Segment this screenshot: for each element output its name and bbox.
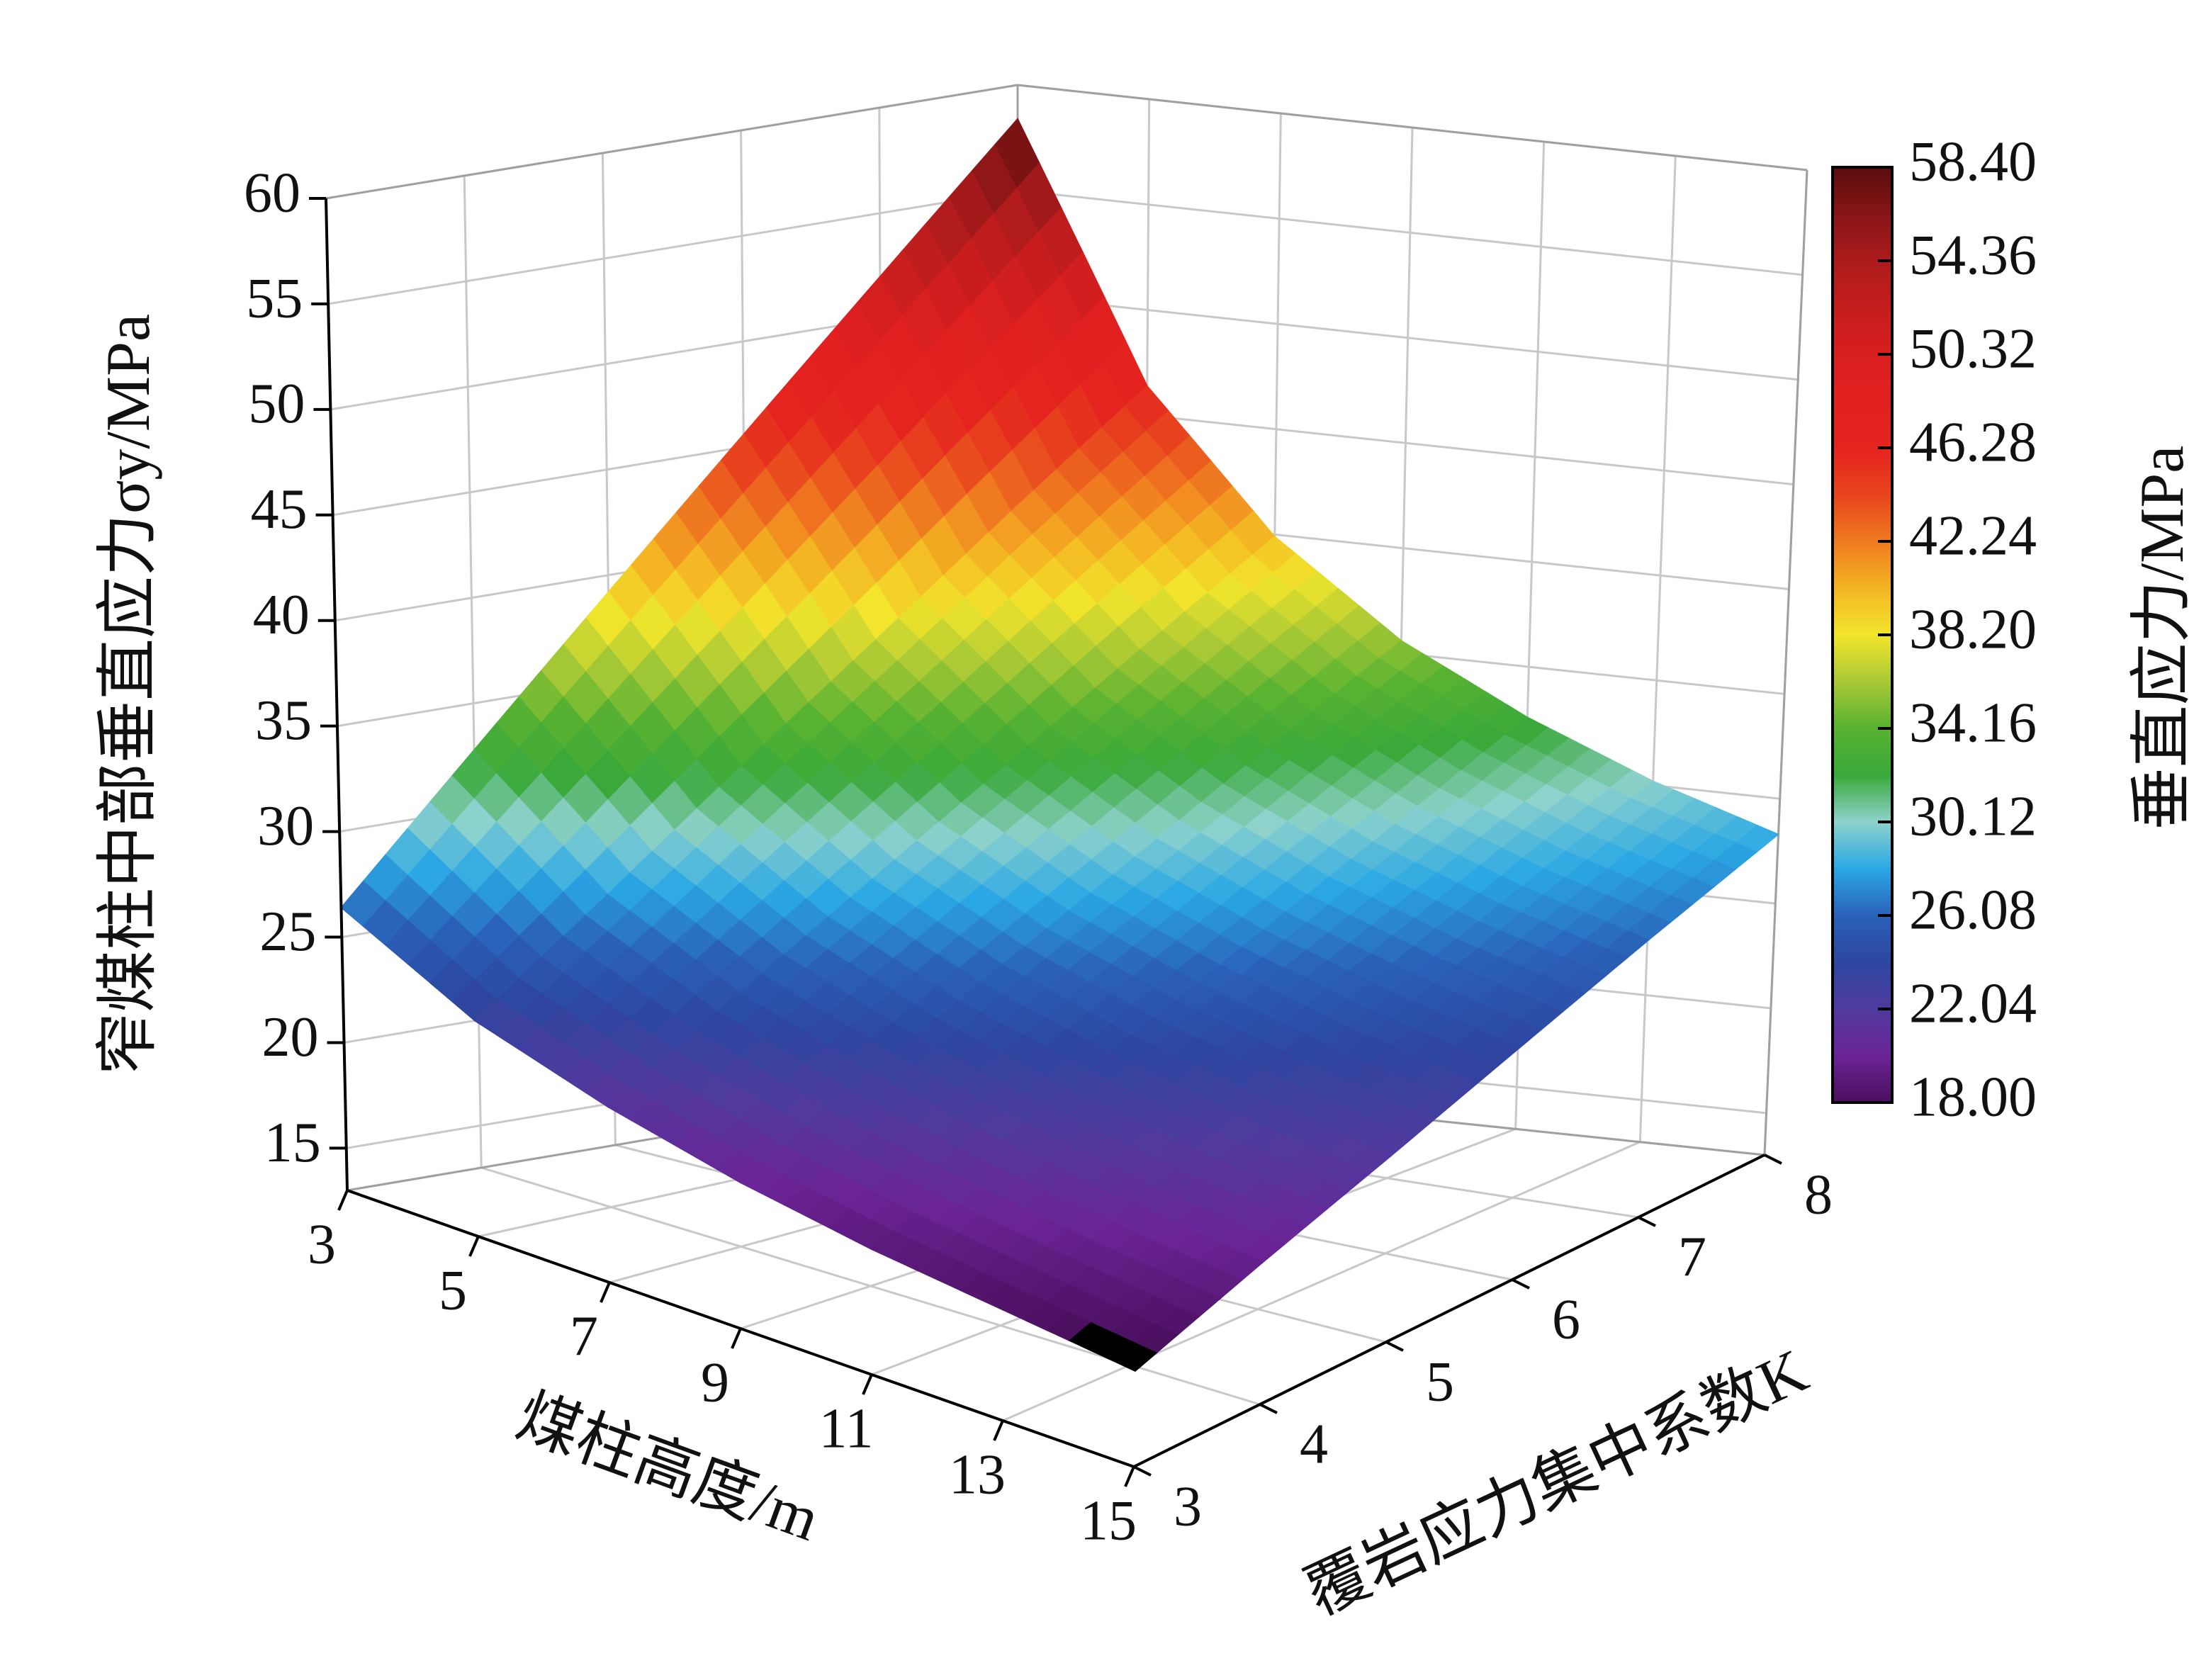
tick-mark [1512,1278,1530,1290]
colorbar-tick-label: 50.32 [1909,317,2037,380]
tick-mark [1764,1154,1782,1165]
colorbar-tick-label: 26.08 [1909,879,2037,941]
tick-mark [1638,1216,1656,1227]
tick-mark [337,1190,349,1211]
box-edge [325,84,1018,200]
grid-line [1002,1141,1641,1422]
colorbar-tick-label: 18.00 [1909,1066,2037,1128]
tick-mark [468,1236,480,1257]
z-tick-label: 50 [248,373,305,435]
tick-mark [993,1420,1004,1441]
x-tick-label: 7 [570,1305,598,1368]
box-edge [1763,169,1808,1156]
y-tick-label: 6 [1552,1288,1580,1351]
z-tick-label: 35 [255,689,312,752]
box-edge [1017,84,1808,171]
z-tick-label: 60 [244,162,300,224]
z-tick-label: 40 [253,584,310,646]
colorbar-tick-label: 58.40 [1909,130,2037,193]
colorbar-tick-label: 30.12 [1909,785,2037,847]
z-tick-label: 30 [257,795,314,857]
y-tick-label: 3 [1174,1475,1202,1538]
colorbar-tick-label: 54.36 [1909,224,2037,286]
y-axis [1133,1154,1765,1468]
x-tick-label: 15 [1080,1489,1137,1552]
tick-mark [1259,1403,1278,1414]
x-tick-label: 9 [701,1351,729,1414]
tick-mark [862,1374,873,1395]
z-axis-title: 窄煤柱中部垂直应力σy/MPa [94,314,163,1075]
y-axis-title: 覆岩应力集中系数K [1295,1336,1818,1628]
y-tick-label: 8 [1804,1163,1833,1226]
z-tick-label: 15 [264,1112,321,1174]
colorbar-tick-label: 42.24 [1909,504,2037,567]
grid-line [1638,155,1677,1142]
x-tick-label: 5 [439,1259,467,1321]
grid-line [327,189,1018,305]
z-tick-label: 20 [262,1006,319,1069]
colorbar-title: 垂直应力/MPa [2128,446,2197,830]
tick-mark [731,1328,742,1349]
surface-patch [1112,1342,1158,1372]
tick-mark [1124,1466,1135,1487]
z-axis [325,198,349,1191]
surface [340,118,1780,1372]
x-tick-label: 3 [308,1213,336,1275]
z-tick-label: 45 [251,478,308,541]
x-tick-label: 11 [818,1397,873,1460]
colorbar-tick-label: 38.20 [1909,598,2037,660]
y-tick-label: 5 [1426,1351,1454,1413]
y-tick-label: 4 [1300,1413,1328,1475]
x-tick-label: 13 [949,1443,1006,1506]
colorbar-tick-label: 34.16 [1909,692,2037,754]
z-tick-label: 25 [259,901,316,963]
tick-mark [1133,1465,1152,1477]
z-tick-label: 55 [246,267,303,329]
tick-mark [600,1282,611,1303]
colorbar-tick-label: 46.28 [1909,411,2037,473]
tick-mark [1385,1341,1404,1352]
x-axis-title: 煤柱高度/m [508,1382,828,1555]
colorbar-tick-label: 22.04 [1909,972,2037,1035]
y-tick-label: 7 [1678,1226,1706,1288]
